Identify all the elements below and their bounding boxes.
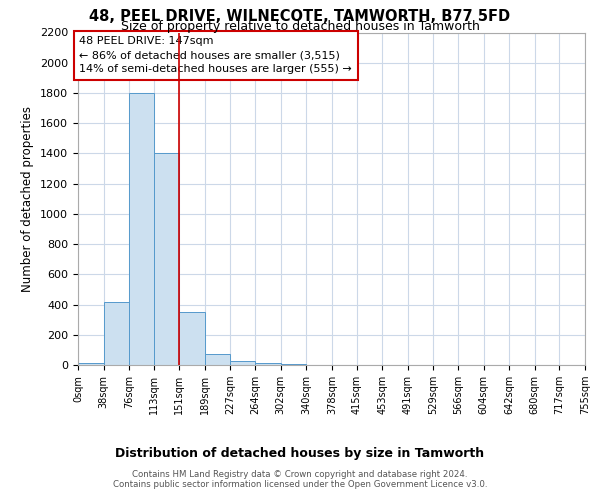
Text: 48 PEEL DRIVE: 147sqm
← 86% of detached houses are smaller (3,515)
14% of semi-d: 48 PEEL DRIVE: 147sqm ← 86% of detached … [79, 36, 352, 74]
Bar [154, 154, 179, 365]
Bar [255, 364, 281, 365]
Bar [78, 364, 104, 365]
Bar [129, 93, 154, 365]
Text: 48, PEEL DRIVE, WILNECOTE, TAMWORTH, B77 5FD: 48, PEEL DRIVE, WILNECOTE, TAMWORTH, B77… [89, 9, 511, 24]
Text: Contains HM Land Registry data © Crown copyright and database right 2024.
Contai: Contains HM Land Registry data © Crown c… [113, 470, 487, 489]
Bar [179, 312, 205, 365]
Bar [205, 354, 230, 365]
Bar [230, 361, 255, 365]
Text: Distribution of detached houses by size in Tamworth: Distribution of detached houses by size … [115, 448, 485, 460]
Y-axis label: Number of detached properties: Number of detached properties [22, 106, 34, 292]
Text: Size of property relative to detached houses in Tamworth: Size of property relative to detached ho… [121, 20, 479, 33]
Bar [281, 364, 307, 365]
Bar [104, 302, 129, 365]
